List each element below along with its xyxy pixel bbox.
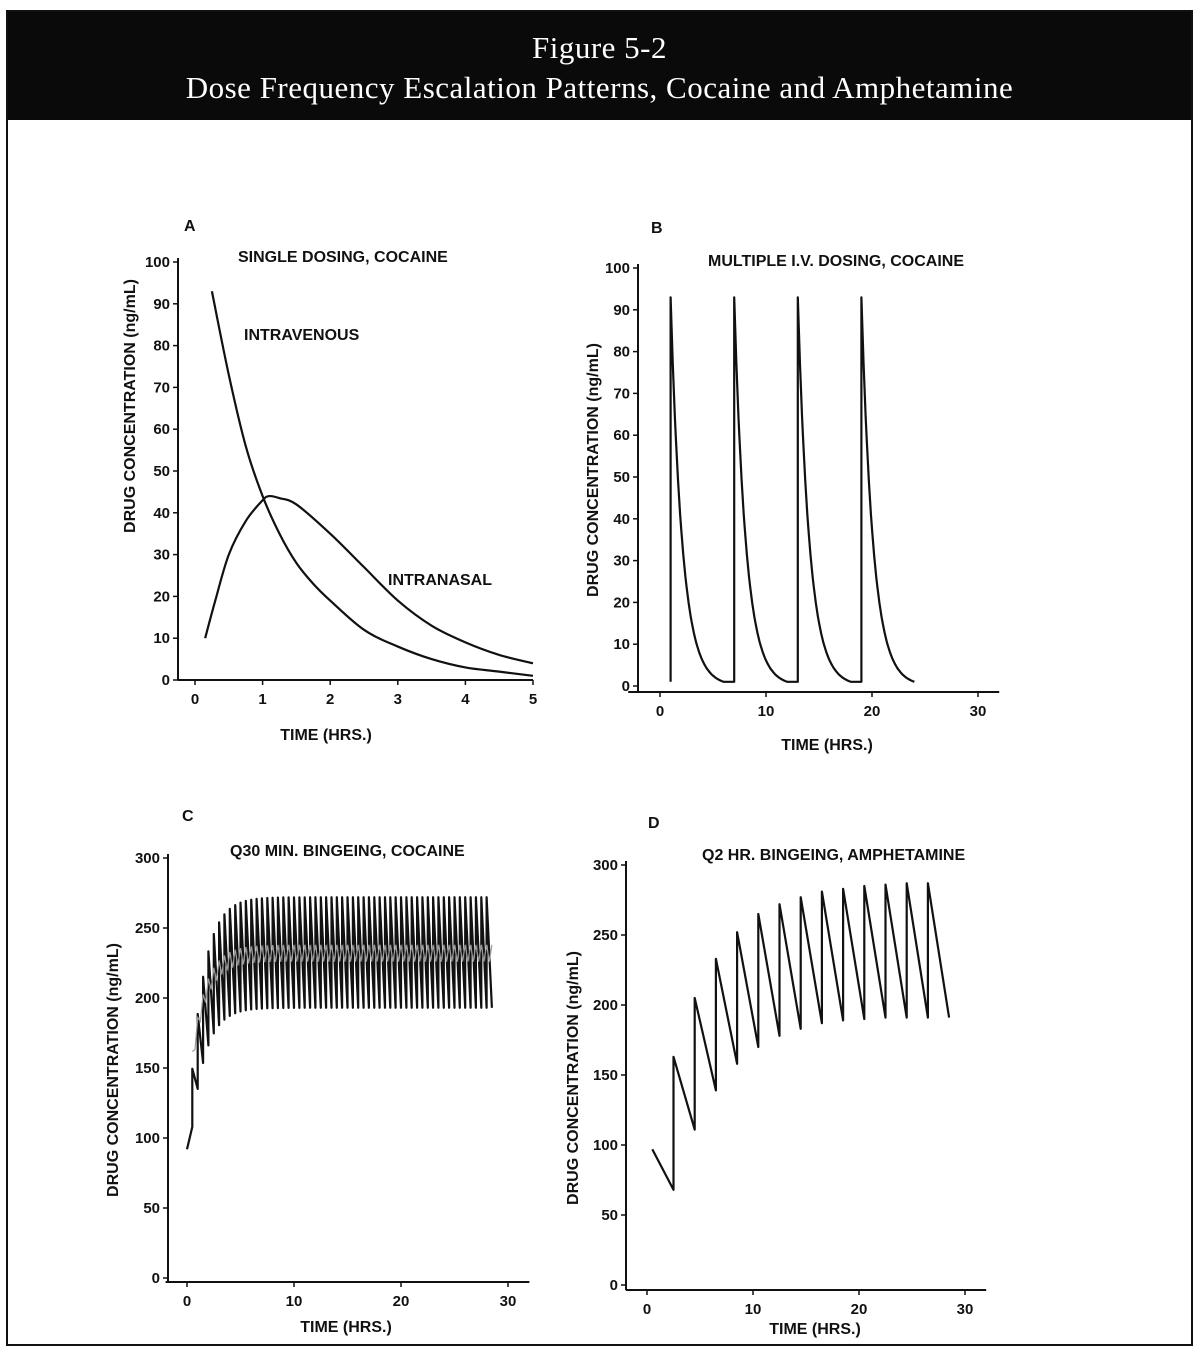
intravenous-curve bbox=[210, 291, 534, 677]
x-tick-label: 0 bbox=[183, 1293, 191, 1310]
x-tick-label: 30 bbox=[970, 703, 987, 720]
panel-a-xlabel: TIME (HRS.) bbox=[280, 727, 372, 744]
panel-b: B MULTIPLE I.V. DOSING, COCAINE TIME (HR… bbox=[585, 220, 1000, 754]
y-tick-label: 90 bbox=[613, 302, 630, 319]
y-tick-label: 80 bbox=[153, 338, 170, 355]
y-tick-label: 50 bbox=[613, 469, 630, 486]
x-tick-label: 0 bbox=[191, 691, 199, 708]
x-tick-label: 10 bbox=[758, 703, 775, 720]
panel-b-xlabel: TIME (HRS.) bbox=[781, 737, 873, 754]
panel-a-title: SINGLE DOSING, COCAINE bbox=[238, 249, 448, 266]
panel-c-title: Q30 MIN. BINGEING, COCAINE bbox=[230, 843, 465, 860]
x-tick-label: 0 bbox=[643, 1301, 651, 1318]
figure-number: Figure 5-2 bbox=[531, 30, 667, 65]
panel-d: D Q2 HR. BINGEING, AMPHETAMINE TIME (HRS… bbox=[565, 815, 987, 1338]
intranasal-label: INTRANASAL bbox=[388, 572, 492, 589]
y-tick-label: 70 bbox=[153, 379, 170, 396]
y-tick-label: 250 bbox=[135, 920, 160, 937]
panel-d-letter: D bbox=[648, 815, 660, 832]
y-tick-label: 30 bbox=[153, 547, 170, 564]
panel-c: C Q30 MIN. BINGEING, COCAINE TIME (HRS.)… bbox=[105, 808, 530, 1336]
x-tick-label: 30 bbox=[500, 1293, 517, 1310]
y-tick-label: 60 bbox=[613, 427, 630, 444]
y-tick-label: 0 bbox=[162, 672, 170, 689]
x-tick-label: 20 bbox=[851, 1301, 868, 1318]
panel-a-axes: 0 10 20 30 40 50 60 70 80 90 100 0 1 2 3 4 5 bbox=[145, 254, 537, 708]
y-tick-label: 250 bbox=[593, 927, 618, 944]
binge-amphetamine-curve bbox=[651, 882, 951, 1191]
panel-b-ylabel: DRUG CONCENTRATION (ng/mL) bbox=[585, 343, 602, 597]
x-tick-label: 20 bbox=[864, 703, 881, 720]
panel-d-xlabel: TIME (HRS.) bbox=[769, 1321, 861, 1338]
y-tick-label: 60 bbox=[153, 421, 170, 438]
binge-cocaine-curve bbox=[185, 896, 493, 1150]
panel-b-axes: 0 10 20 30 40 50 60 70 80 90 100 0 10 20 30 bbox=[605, 260, 1000, 720]
x-tick-label: 4 bbox=[461, 691, 470, 708]
y-tick-label: 10 bbox=[153, 630, 170, 647]
panel-c-plot bbox=[185, 896, 493, 1150]
y-tick-label: 150 bbox=[593, 1067, 618, 1084]
y-tick-label: 300 bbox=[135, 850, 160, 867]
panel-c-letter: C bbox=[182, 808, 194, 825]
y-tick-label: 0 bbox=[152, 1270, 160, 1287]
y-tick-label: 200 bbox=[593, 997, 618, 1014]
x-tick-label: 5 bbox=[529, 691, 537, 708]
y-tick-label: 50 bbox=[153, 463, 170, 480]
x-tick-label: 10 bbox=[745, 1301, 762, 1318]
y-tick-label: 100 bbox=[135, 1130, 160, 1147]
y-tick-label: 0 bbox=[622, 678, 630, 695]
y-tick-label: 40 bbox=[613, 511, 630, 528]
y-tick-label: 90 bbox=[153, 296, 170, 313]
y-tick-label: 20 bbox=[153, 588, 170, 605]
panel-a: A SINGLE DOSING, COCAINE INTRAVENOUS INT… bbox=[122, 218, 537, 744]
x-tick-label: 10 bbox=[286, 1293, 303, 1310]
panel-a-ylabel: DRUG CONCENTRATION (ng/mL) bbox=[122, 279, 139, 533]
panel-b-plot bbox=[669, 296, 915, 683]
y-tick-label: 40 bbox=[153, 505, 170, 522]
panel-d-ylabel: DRUG CONCENTRATION (ng/mL) bbox=[565, 951, 582, 1205]
intranasal-curve bbox=[204, 494, 534, 665]
y-tick-label: 100 bbox=[593, 1137, 618, 1154]
figure-title: Dose Frequency Escalation Patterns, Coca… bbox=[185, 70, 1014, 105]
y-tick-label: 10 bbox=[613, 636, 630, 653]
x-tick-label: 2 bbox=[326, 691, 334, 708]
figure-frame: Figure 5-2 Dose Frequency Escalation Pat… bbox=[6, 10, 1193, 1346]
panel-c-ylabel: DRUG CONCENTRATION (ng/mL) bbox=[105, 943, 122, 1197]
figure-header: Figure 5-2 Dose Frequency Escalation Pat… bbox=[8, 12, 1191, 120]
y-tick-label: 200 bbox=[135, 990, 160, 1007]
y-tick-label: 300 bbox=[593, 857, 618, 874]
x-tick-label: 0 bbox=[656, 703, 664, 720]
y-tick-label: 100 bbox=[605, 260, 630, 277]
intravenous-label: INTRAVENOUS bbox=[244, 327, 360, 344]
panel-d-axes: 0 50 100 150 200 250 300 0 10 20 30 bbox=[593, 857, 987, 1318]
y-tick-label: 150 bbox=[135, 1060, 160, 1077]
x-tick-label: 20 bbox=[393, 1293, 410, 1310]
y-tick-label: 30 bbox=[613, 553, 630, 570]
panel-d-title: Q2 HR. BINGEING, AMPHETAMINE bbox=[702, 847, 965, 864]
x-tick-label: 30 bbox=[957, 1301, 974, 1318]
iv-dosing-curve bbox=[669, 296, 915, 683]
panel-b-title: MULTIPLE I.V. DOSING, COCAINE bbox=[708, 253, 964, 270]
y-tick-label: 80 bbox=[613, 344, 630, 361]
x-tick-label: 3 bbox=[394, 691, 402, 708]
panel-a-letter: A bbox=[184, 218, 196, 235]
panel-d-plot bbox=[651, 882, 951, 1191]
y-tick-label: 70 bbox=[613, 385, 630, 402]
mean-concentration-line bbox=[191, 944, 493, 1052]
y-tick-label: 0 bbox=[610, 1277, 618, 1294]
panel-c-xlabel: TIME (HRS.) bbox=[300, 1319, 392, 1336]
x-tick-label: 1 bbox=[258, 691, 266, 708]
panel-c-axes: 0 50 100 150 200 250 300 0 10 20 30 bbox=[135, 850, 530, 1310]
y-tick-label: 100 bbox=[145, 254, 170, 271]
y-tick-label: 50 bbox=[601, 1207, 618, 1224]
panel-b-letter: B bbox=[651, 220, 663, 237]
panel-a-plot bbox=[204, 291, 534, 677]
y-tick-label: 50 bbox=[143, 1200, 160, 1217]
y-tick-label: 20 bbox=[613, 594, 630, 611]
